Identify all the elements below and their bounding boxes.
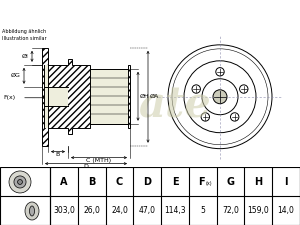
Text: 24,0: 24,0 xyxy=(111,207,128,216)
Text: 114,3: 114,3 xyxy=(164,207,186,216)
Text: G: G xyxy=(226,177,235,187)
Text: ate: ate xyxy=(139,85,211,127)
Text: 14,0: 14,0 xyxy=(278,207,295,216)
Text: D: D xyxy=(143,177,151,187)
Text: 159,0: 159,0 xyxy=(248,207,269,216)
Text: ØG: ØG xyxy=(11,73,21,78)
Text: E: E xyxy=(172,177,178,187)
Text: 47,0: 47,0 xyxy=(139,207,156,216)
Circle shape xyxy=(213,90,227,104)
Text: ØI: ØI xyxy=(22,54,29,59)
Text: 26,0: 26,0 xyxy=(83,207,100,216)
Text: A: A xyxy=(60,177,68,187)
Text: F(x): F(x) xyxy=(3,95,15,100)
Bar xyxy=(44,65,48,128)
Ellipse shape xyxy=(25,202,39,220)
Text: D: D xyxy=(84,164,88,169)
Text: C (MTH): C (MTH) xyxy=(86,158,112,163)
Text: F: F xyxy=(199,177,205,187)
Bar xyxy=(44,87,68,106)
Circle shape xyxy=(9,171,31,193)
Text: ØH: ØH xyxy=(140,94,150,99)
Text: Abbildung ähnlich
Illustration similar: Abbildung ähnlich Illustration similar xyxy=(2,29,46,41)
Text: 72,0: 72,0 xyxy=(222,207,239,216)
Circle shape xyxy=(18,180,22,184)
Polygon shape xyxy=(42,48,130,146)
Text: I: I xyxy=(284,177,288,187)
Text: 303,0: 303,0 xyxy=(53,207,75,216)
Text: B: B xyxy=(56,152,60,157)
Ellipse shape xyxy=(29,206,34,216)
Text: H: H xyxy=(254,177,262,187)
Text: 426151: 426151 xyxy=(201,7,249,19)
Text: C: C xyxy=(116,177,123,187)
Text: B: B xyxy=(88,177,95,187)
Text: 24.0126-0151.1: 24.0126-0151.1 xyxy=(64,7,176,19)
Text: (x): (x) xyxy=(206,182,212,187)
Circle shape xyxy=(14,176,26,188)
Bar xyxy=(90,69,128,124)
Text: ØA: ØA xyxy=(150,94,159,99)
Text: 5: 5 xyxy=(200,207,205,216)
